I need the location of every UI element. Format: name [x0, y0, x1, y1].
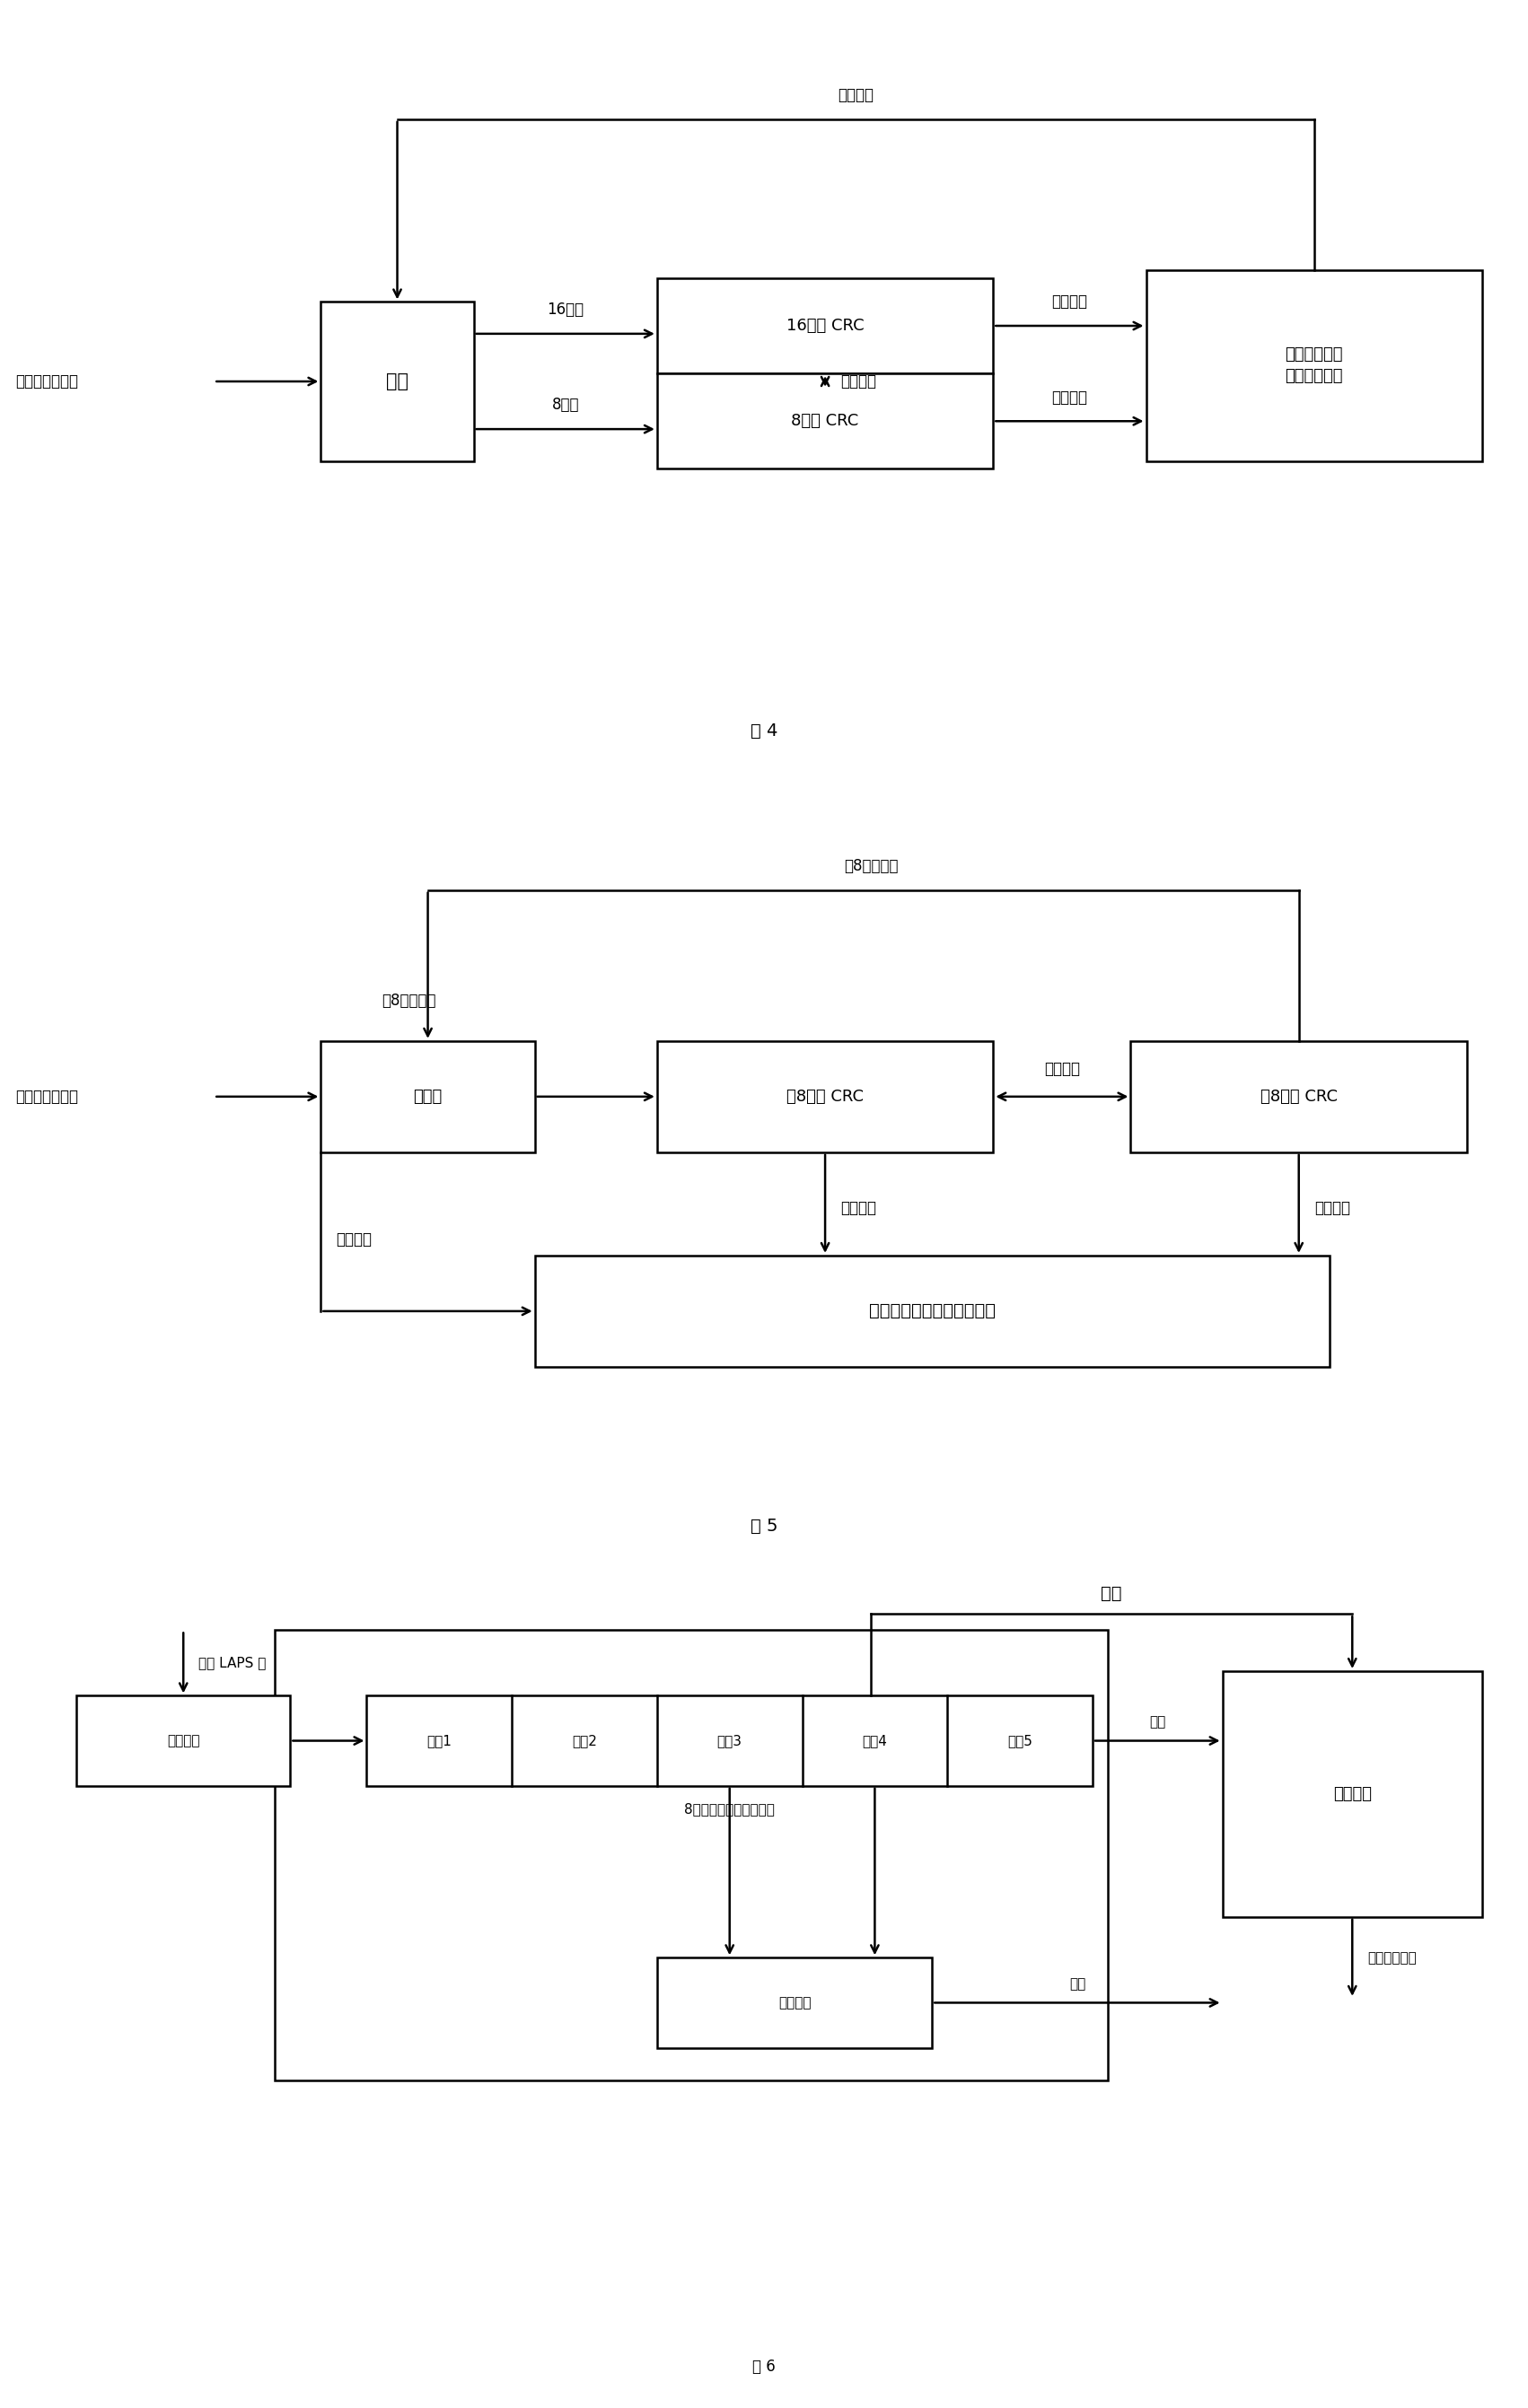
Bar [275, 1630, 1108, 2081]
Text: 最后结果: 最后结果 [1051, 294, 1088, 311]
Bar [657, 279, 993, 373]
Text: 数据: 数据 [1070, 1977, 1085, 1991]
Text: 16比特 CRC: 16比特 CRC [787, 318, 863, 335]
Text: 数据缓存: 数据缓存 [778, 1996, 811, 2008]
Text: 低8比特 CRC: 低8比特 CRC [1261, 1088, 1337, 1105]
Bar [321, 1040, 535, 1153]
Bar [657, 1958, 932, 2047]
Text: 8比特: 8比特 [552, 397, 579, 414]
Text: 结果选择比较以及告警产生: 结果选择比较以及告警产生 [869, 1303, 995, 1320]
Text: 8比特位宽数据移位管道: 8比特位宽数据移位管道 [685, 1801, 775, 1816]
Bar [367, 1695, 1093, 1787]
Text: 8比特 CRC: 8比特 CRC [792, 414, 859, 429]
Text: 最后结果: 最后结果 [1051, 390, 1088, 405]
Text: 图 6: 图 6 [752, 2360, 776, 2374]
Text: 数据: 数据 [1102, 1584, 1122, 1601]
Text: 转义以后的数据: 转义以后的数据 [15, 1088, 78, 1105]
Text: 最后结果: 最后结果 [1314, 1199, 1351, 1216]
Bar [1222, 1671, 1482, 1917]
Text: 选择控制: 选择控制 [336, 1230, 373, 1247]
Text: 选择: 选择 [387, 373, 408, 390]
Text: 数据1: 数据1 [426, 1734, 452, 1748]
Text: 图 4: 图 4 [750, 722, 778, 739]
Text: 帧头丢弃: 帧头丢弃 [167, 1734, 200, 1748]
Bar [657, 373, 993, 470]
Text: 图 5: 图 5 [750, 1517, 778, 1534]
Text: 数据3: 数据3 [717, 1734, 743, 1748]
Bar [657, 1040, 993, 1153]
Bar [1146, 270, 1482, 460]
Bar [76, 1695, 290, 1787]
Text: 选择控制: 选择控制 [837, 87, 874, 104]
Bar [321, 301, 474, 460]
Text: 数据组装: 数据组装 [1332, 1787, 1372, 1801]
Text: 高8比特数据: 高8比特数据 [382, 992, 437, 1009]
Text: 最后结果: 最后结果 [840, 1199, 877, 1216]
Text: 数据5: 数据5 [1007, 1734, 1033, 1748]
Bar [535, 1255, 1329, 1368]
Text: 预处理: 预处理 [414, 1088, 442, 1105]
Bar [1131, 1040, 1467, 1153]
Text: 低8比特数据: 低8比特数据 [843, 857, 898, 874]
Text: 中间结果: 中间结果 [840, 373, 877, 390]
Text: 数据2: 数据2 [571, 1734, 597, 1748]
Text: 转义以后的数据: 转义以后的数据 [15, 373, 78, 390]
Text: 净荷数据输出: 净荷数据输出 [1368, 1950, 1416, 1965]
Text: 高8比特 CRC: 高8比特 CRC [787, 1088, 863, 1105]
Text: 数据: 数据 [1149, 1714, 1166, 1729]
Text: 16比特: 16比特 [547, 301, 584, 318]
Text: 中间结果: 中间结果 [1044, 1060, 1080, 1076]
Text: 结果选择比较
以及输出告警: 结果选择比较 以及输出告警 [1285, 347, 1343, 385]
Text: 输入 LAPS 帧: 输入 LAPS 帧 [199, 1657, 266, 1669]
Text: 数据4: 数据4 [862, 1734, 888, 1748]
